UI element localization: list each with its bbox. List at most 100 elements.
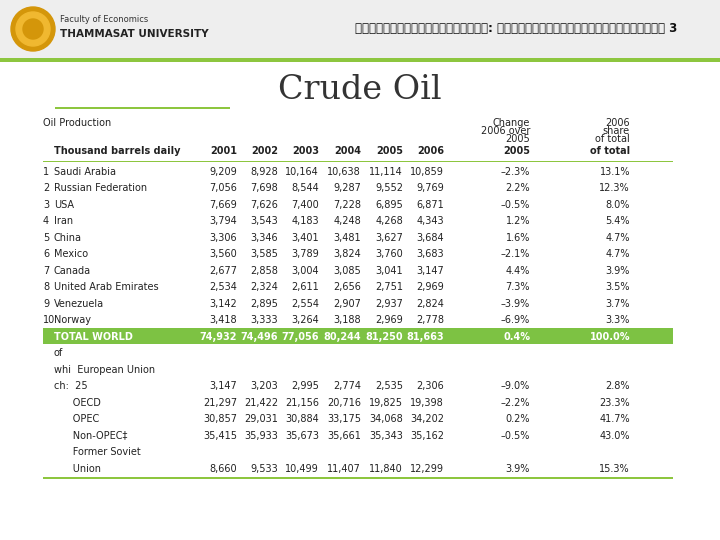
Text: 81,250: 81,250: [365, 332, 403, 342]
Text: 3,560: 3,560: [210, 249, 237, 259]
Bar: [0, 0, 720, 58]
Text: Oil Production: Oil Production: [43, 118, 112, 128]
Text: 2,324: 2,324: [250, 282, 278, 292]
Text: 6,871: 6,871: [416, 200, 444, 210]
Text: 7,056: 7,056: [209, 183, 237, 193]
Bar: [55, 107, 230, 109]
Text: 2006: 2006: [606, 118, 630, 128]
Text: 35,661: 35,661: [327, 430, 361, 441]
Text: 2,535: 2,535: [375, 381, 403, 391]
Text: 2,554: 2,554: [291, 299, 319, 308]
Text: 4.4%: 4.4%: [505, 266, 530, 275]
Text: 8.0%: 8.0%: [606, 200, 630, 210]
Bar: [0, 58, 720, 62]
Text: 8: 8: [43, 282, 49, 292]
Circle shape: [23, 19, 43, 39]
Text: 21,297: 21,297: [203, 397, 237, 408]
Text: 9,287: 9,287: [333, 183, 361, 193]
Text: 80,244: 80,244: [323, 332, 361, 342]
Text: 2005: 2005: [376, 146, 403, 156]
Text: 8,544: 8,544: [292, 183, 319, 193]
Text: 6,895: 6,895: [375, 200, 403, 210]
Text: 7: 7: [43, 266, 49, 275]
Text: 9,533: 9,533: [251, 463, 278, 474]
Text: 2,907: 2,907: [333, 299, 361, 308]
Text: 2,778: 2,778: [416, 315, 444, 325]
Text: United Arab Emirates: United Arab Emirates: [54, 282, 158, 292]
Text: 3,684: 3,684: [416, 233, 444, 242]
Text: 11,840: 11,840: [369, 463, 403, 474]
Text: 4,248: 4,248: [333, 216, 361, 226]
Bar: [43, 160, 673, 162]
Text: 34,202: 34,202: [410, 414, 444, 424]
Text: 7,698: 7,698: [251, 183, 278, 193]
Text: 3,333: 3,333: [251, 315, 278, 325]
Text: 4.7%: 4.7%: [606, 233, 630, 242]
Text: of total: of total: [590, 146, 630, 156]
Text: 3,142: 3,142: [210, 299, 237, 308]
Text: 10,164: 10,164: [285, 166, 319, 177]
Text: 2003: 2003: [292, 146, 319, 156]
Text: China: China: [54, 233, 82, 242]
Text: 2.2%: 2.2%: [505, 183, 530, 193]
Text: 74,932: 74,932: [199, 332, 237, 342]
Text: 2006 over: 2006 over: [481, 126, 530, 136]
Text: –6.9%: –6.9%: [500, 315, 530, 325]
Text: 3,041: 3,041: [375, 266, 403, 275]
Text: 4.7%: 4.7%: [606, 249, 630, 259]
Text: of total: of total: [595, 134, 630, 144]
Text: 10,859: 10,859: [410, 166, 444, 177]
Text: 21,156: 21,156: [285, 397, 319, 408]
Text: 2,858: 2,858: [250, 266, 278, 275]
Text: 35,673: 35,673: [285, 430, 319, 441]
Text: 7,228: 7,228: [333, 200, 361, 210]
Text: 74,496: 74,496: [240, 332, 278, 342]
Text: 2005: 2005: [503, 146, 530, 156]
Text: 2,656: 2,656: [333, 282, 361, 292]
Text: of: of: [54, 348, 63, 358]
Text: Mexico: Mexico: [54, 249, 88, 259]
Text: 2,937: 2,937: [375, 299, 403, 308]
Text: 9,552: 9,552: [375, 183, 403, 193]
Text: 2,969: 2,969: [416, 282, 444, 292]
Text: –0.5%: –0.5%: [500, 200, 530, 210]
Text: 9,209: 9,209: [210, 166, 237, 177]
Text: Saudi Arabia: Saudi Arabia: [54, 166, 116, 177]
Text: 77,056: 77,056: [282, 332, 319, 342]
Text: 5: 5: [43, 233, 49, 242]
Text: Venezuela: Venezuela: [54, 299, 104, 308]
Text: 0.4%: 0.4%: [503, 332, 530, 342]
Text: 13.1%: 13.1%: [600, 166, 630, 177]
Text: OPEC: OPEC: [54, 414, 99, 424]
Text: 1.2%: 1.2%: [505, 216, 530, 226]
Text: สถานการณ์พลังงานโลก: วิกฤตการณ์น้ำมันครั้งที่ 3: สถานการณ์พลังงานโลก: วิกฤตการณ์น้ำมันครั…: [355, 22, 678, 35]
Text: 2,677: 2,677: [209, 266, 237, 275]
Text: 2,774: 2,774: [333, 381, 361, 391]
Text: share: share: [603, 126, 630, 136]
Text: 3,481: 3,481: [333, 233, 361, 242]
Text: 10: 10: [43, 315, 55, 325]
Text: 2,534: 2,534: [209, 282, 237, 292]
Text: 3,789: 3,789: [292, 249, 319, 259]
Text: 35,162: 35,162: [410, 430, 444, 441]
Text: 3.7%: 3.7%: [606, 299, 630, 308]
Text: –2.2%: –2.2%: [500, 397, 530, 408]
Text: 35,933: 35,933: [244, 430, 278, 441]
Text: Crude Oil: Crude Oil: [278, 74, 442, 106]
Text: Former Soviet: Former Soviet: [54, 447, 140, 457]
Text: Thousand barrels daily: Thousand barrels daily: [54, 146, 181, 156]
Text: 2,969: 2,969: [375, 315, 403, 325]
Bar: [43, 477, 673, 478]
Text: 12,299: 12,299: [410, 463, 444, 474]
Text: –9.0%: –9.0%: [500, 381, 530, 391]
Text: 29,031: 29,031: [244, 414, 278, 424]
Text: 20,716: 20,716: [327, 397, 361, 408]
Text: ch:  25: ch: 25: [54, 381, 88, 391]
Text: Non-OPEC‡: Non-OPEC‡: [54, 430, 127, 441]
Text: 43.0%: 43.0%: [600, 430, 630, 441]
Text: 5.4%: 5.4%: [606, 216, 630, 226]
Circle shape: [16, 12, 50, 46]
Text: Norway: Norway: [54, 315, 91, 325]
Text: 2002: 2002: [251, 146, 278, 156]
Circle shape: [11, 7, 55, 51]
